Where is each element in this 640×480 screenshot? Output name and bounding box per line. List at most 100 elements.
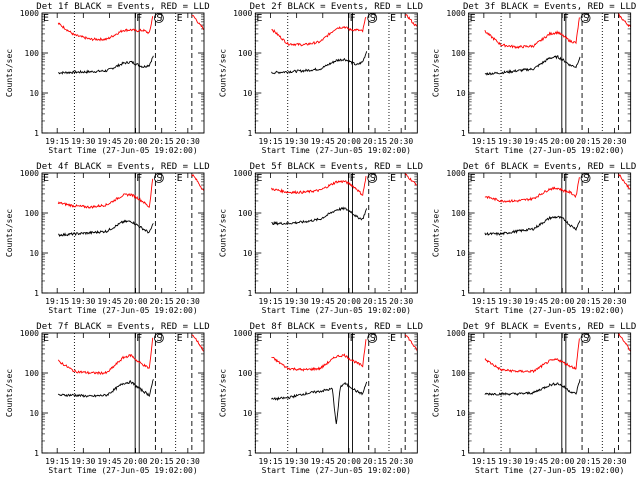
- x-axis-label: Start Time (27-Jun-05 19:02:00): [48, 466, 197, 475]
- x-tick-label: 19:45: [311, 137, 335, 146]
- marker-label: E: [256, 13, 262, 24]
- marker-circle: [367, 173, 378, 183]
- x-tick-label: 19:30: [285, 137, 309, 146]
- series-line-events: [484, 215, 581, 237]
- y-tick-label: 100: [25, 369, 40, 378]
- marker-label: S: [583, 333, 589, 344]
- x-tick-label: 20:15: [363, 297, 387, 306]
- y-tick-label: 10: [456, 249, 466, 258]
- x-tick-label: 19:45: [311, 457, 335, 466]
- marker-label: S: [370, 333, 376, 344]
- series-line-lld: [484, 333, 631, 374]
- x-tick-label: 19:30: [498, 297, 522, 306]
- plot-frame: [468, 12, 632, 134]
- x-tick-label: 20:00: [124, 457, 148, 466]
- y-tick-label: 1: [34, 449, 39, 458]
- y-tick-label: 100: [25, 209, 40, 218]
- marker-label: E: [390, 173, 396, 184]
- panel-title: Det 4f BLACK = Events, RED = LLD: [36, 162, 209, 172]
- marker-circle: [367, 13, 378, 23]
- series-line-events: [271, 51, 368, 75]
- panel-title: Det 9f BLACK = Events, RED = LLD: [463, 322, 636, 332]
- x-tick-label: 19:30: [71, 297, 95, 306]
- marker-label: E: [177, 13, 183, 24]
- marker-label: E: [43, 13, 49, 24]
- series-line-lld: [57, 174, 204, 209]
- x-tick-label: 19:45: [524, 457, 548, 466]
- marker-label: E: [603, 173, 609, 184]
- y-tick-label: 10: [29, 409, 39, 418]
- series-line-events: [484, 54, 581, 76]
- panel-title: Det 3f BLACK = Events, RED = LLD: [463, 2, 636, 12]
- y-tick-label: 1000: [20, 169, 39, 178]
- series-line-lld: [271, 14, 418, 47]
- marker-label: E: [43, 173, 49, 184]
- x-axis-label: Start Time (27-Jun-05 19:02:00): [475, 146, 624, 155]
- x-tick-label: 20:30: [389, 457, 413, 466]
- series-line-lld: [271, 173, 418, 196]
- x-tick-label: 20:00: [124, 297, 148, 306]
- marker-label: E: [177, 333, 183, 344]
- x-tick-label: 20:30: [176, 137, 200, 146]
- x-tick-label: 20:30: [602, 137, 626, 146]
- y-tick-label: 10: [243, 249, 253, 258]
- x-axis-label: Start Time (27-Jun-05 19:02:00): [262, 466, 411, 475]
- x-tick-label: 20:30: [602, 457, 626, 466]
- x-axis-label: Start Time (27-Jun-05 19:02:00): [475, 466, 624, 475]
- y-tick-label: 1000: [20, 9, 39, 18]
- detector-panel-9: Det 9f BLACK = Events, RED = LLD 1 10 100 10…: [432, 322, 637, 475]
- x-tick-label: 19:15: [472, 297, 496, 306]
- x-tick-label: 19:45: [97, 137, 121, 146]
- detector-panel-1: Det 1f BLACK = Events, RED = LLD 1 10 100 10…: [5, 2, 210, 155]
- y-axis-label: Counts/sec: [5, 209, 14, 257]
- series-line-events: [57, 379, 154, 398]
- series-line-lld: [57, 14, 204, 42]
- x-tick-label: 19:45: [524, 137, 548, 146]
- plot-frame: [468, 332, 632, 454]
- x-tick-label: 19:15: [258, 457, 282, 466]
- y-tick-label: 10: [456, 409, 466, 418]
- y-tick-label: 10: [29, 249, 39, 258]
- y-tick-label: 1000: [233, 329, 252, 338]
- y-tick-label: 10: [456, 89, 466, 98]
- marker-label: S: [156, 173, 162, 184]
- x-tick-label: 19:30: [498, 137, 522, 146]
- x-tick-label: 19:15: [258, 297, 282, 306]
- y-tick-label: 100: [451, 209, 466, 218]
- marker-label: S: [583, 173, 589, 184]
- x-tick-label: 20:15: [576, 457, 600, 466]
- marker-label: E: [470, 13, 476, 24]
- x-tick-label: 19:45: [311, 297, 335, 306]
- x-tick-label: 20:15: [150, 297, 174, 306]
- series-line-lld: [271, 334, 418, 372]
- y-tick-label: 1000: [446, 329, 465, 338]
- x-axis-label: Start Time (27-Jun-05 19:02:00): [262, 146, 411, 155]
- marker-label: E: [470, 333, 476, 344]
- y-axis-label: Counts/sec: [432, 369, 441, 417]
- x-tick-label: 19:15: [45, 137, 69, 146]
- x-tick-label: 20:30: [602, 297, 626, 306]
- series-line-events: [58, 219, 154, 237]
- marker-label: E: [177, 173, 183, 184]
- x-tick-label: 20:00: [337, 457, 361, 466]
- plot-frame: [41, 12, 205, 134]
- panel-title: Det 7f BLACK = Events, RED = LLD: [36, 322, 209, 332]
- x-tick-label: 20:00: [124, 137, 148, 146]
- detector-panel-5: Det 5f BLACK = Events, RED = LLD 1 10 100 10…: [218, 162, 423, 315]
- series-line-lld: [484, 13, 631, 50]
- marker-label: E: [390, 333, 396, 344]
- x-tick-label: 19:45: [97, 297, 121, 306]
- y-tick-label: 1000: [446, 169, 465, 178]
- x-tick-label: 19:15: [472, 457, 496, 466]
- x-tick-label: 19:45: [97, 457, 121, 466]
- y-tick-label: 1000: [20, 329, 39, 338]
- x-tick-label: 20:00: [550, 297, 574, 306]
- panel-title: Det 5f BLACK = Events, RED = LLD: [250, 162, 423, 172]
- y-axis-label: Counts/sec: [218, 49, 227, 97]
- x-tick-label: 19:30: [71, 137, 95, 146]
- plot-frame: [254, 12, 418, 134]
- series-line-events: [271, 381, 368, 425]
- detector-panel-2: Det 2f BLACK = Events, RED = LLD 1 10 100 10…: [218, 2, 423, 155]
- marker-label: E: [256, 333, 262, 344]
- series-line-events: [484, 379, 581, 397]
